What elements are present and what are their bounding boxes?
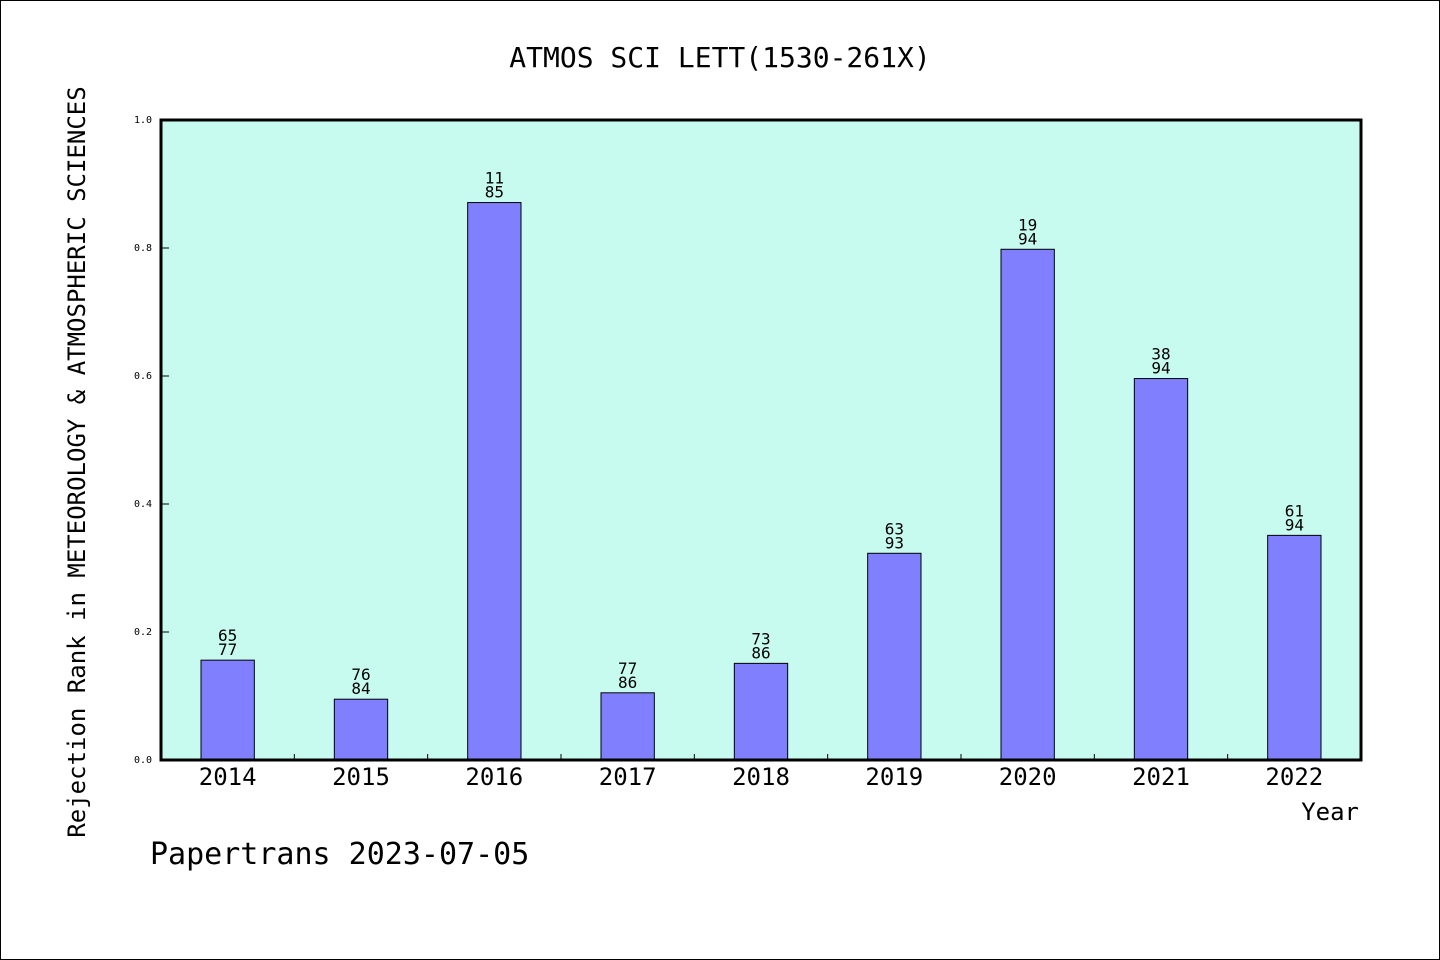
bar-total-label: 94 (1018, 229, 1037, 248)
bar-total-label: 93 (885, 533, 904, 552)
x-tick-label: 2015 (332, 763, 390, 791)
bar-rank-label: 76 (351, 665, 370, 684)
bar-rank-label: 61 (1285, 501, 1304, 520)
bar-total-label: 84 (351, 679, 370, 698)
x-tick-label: 2019 (865, 763, 923, 791)
x-axis-ticks: 2014 2015 2016 2017 2018 2019 2020 2021 2022 (199, 754, 1323, 791)
bar-rank-label: 19 (1018, 215, 1037, 234)
bar-2014 (200, 659, 255, 761)
bar-total-label: 85 (485, 183, 504, 202)
bar-2016 (467, 202, 522, 761)
bar-total-label: 86 (751, 643, 770, 662)
bar-2019 (867, 552, 922, 761)
y-axis-label: Rejection Rank in METEOROLOGY & ATMOSPHE… (63, 86, 91, 837)
x-axis-label: Year (1301, 798, 1359, 826)
x-tick-label: 2018 (732, 763, 790, 791)
bar-rank-label: 65 (218, 626, 237, 645)
y-tick-label: 0.0 (134, 755, 152, 766)
bar-total-label: 77 (218, 640, 237, 659)
bar-2021 (1133, 378, 1189, 761)
y-tick-label: 0.2 (134, 627, 152, 638)
bar-rank-label: 77 (618, 659, 637, 678)
bar-2020 (1000, 248, 1055, 761)
plot-border (159, 118, 1363, 762)
bar-total-label: 94 (1151, 359, 1170, 378)
bar-2022 (1267, 534, 1322, 761)
y-tick-label: 0.6 (134, 371, 152, 382)
bar-2018 (733, 662, 789, 761)
y-tick-label: 0.8 (134, 243, 152, 254)
x-tick-label: 2016 (465, 763, 523, 791)
x-tick-label: 2021 (1132, 763, 1190, 791)
bar-total-label: 86 (618, 673, 637, 692)
x-tick-label: 2020 (999, 763, 1057, 791)
bar-rank-label: 11 (485, 169, 504, 188)
bars (200, 202, 1322, 761)
bar-rank-label: 73 (751, 629, 770, 648)
bar-rank-label: 38 (1151, 345, 1170, 364)
chart-title: ATMOS SCI LETT(1530-261X) (509, 41, 930, 74)
bar-total-label: 94 (1285, 515, 1304, 534)
bar-2015 (333, 698, 389, 761)
footer-text: Papertrans 2023-07-05 (150, 837, 529, 872)
x-tick-label: 2017 (599, 763, 657, 791)
y-tick-label: 1.0 (134, 115, 152, 126)
bar-2017 (600, 692, 655, 761)
x-tick-label: 2022 (1265, 763, 1323, 791)
y-tick-label: 0.4 (134, 499, 152, 510)
x-tick-label: 2014 (199, 763, 257, 791)
bar-rank-label: 63 (885, 519, 904, 538)
